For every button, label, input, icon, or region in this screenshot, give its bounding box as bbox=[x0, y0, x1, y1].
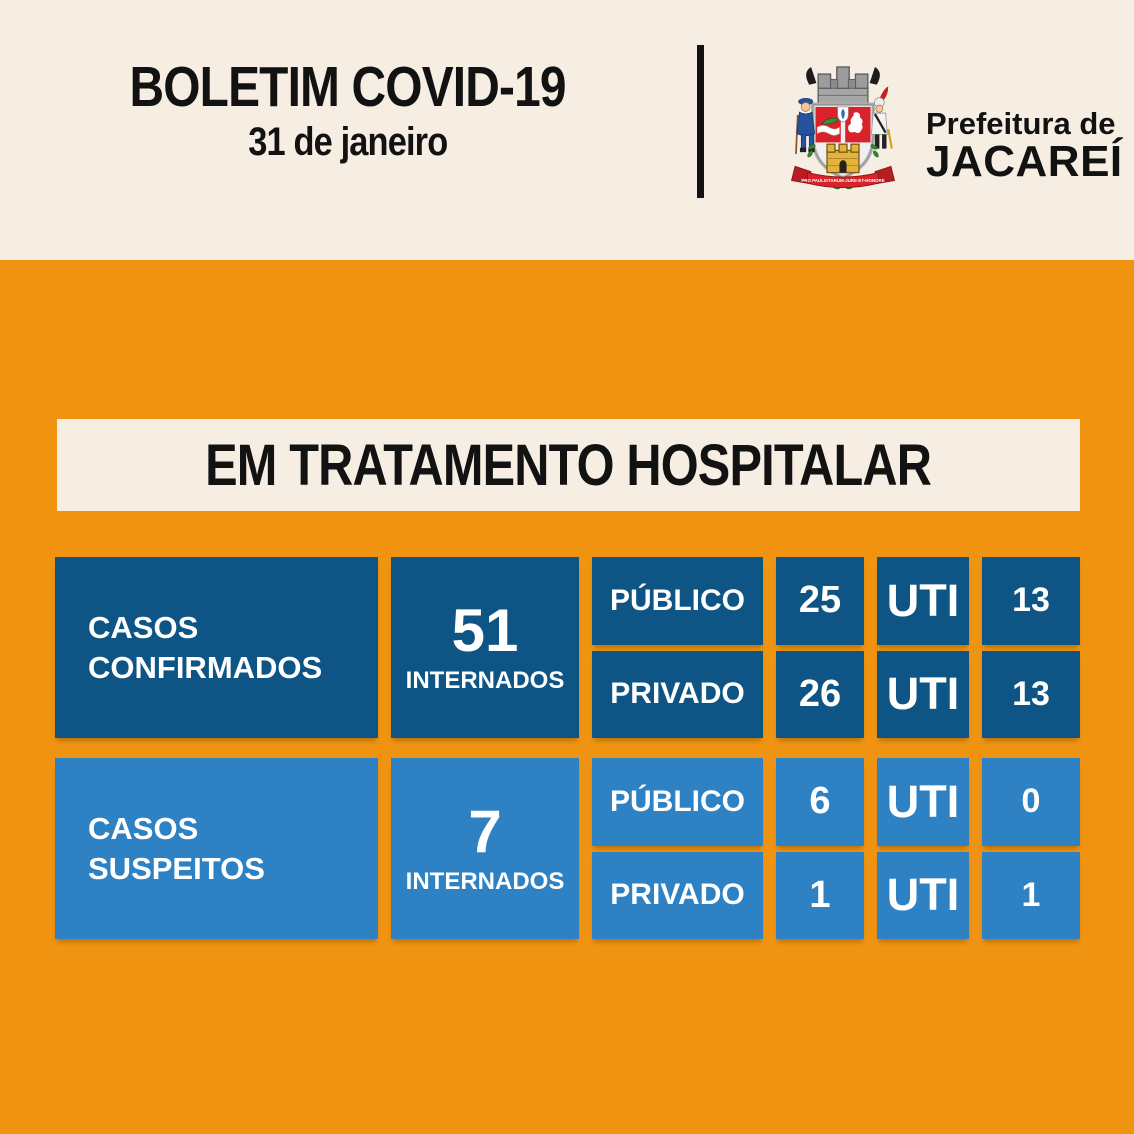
header-divider bbox=[697, 45, 704, 198]
suspeitos-total-box: 7 INTERNADOS bbox=[391, 758, 579, 939]
header-band: BOLETIM COVID-19 31 de janeiro bbox=[0, 0, 1134, 260]
suspeitos-label-line1: CASOS bbox=[88, 810, 199, 846]
row-casos-suspeitos: CASOS SUSPEITOS 7 INTERNADOS PÚBLICO 6 U… bbox=[55, 758, 1080, 939]
confirmados-privado-label: PRIVADO bbox=[592, 650, 763, 738]
bulletin-title-block: BOLETIM COVID-19 31 de janeiro bbox=[60, 55, 635, 165]
confirmados-publico-label: PÚBLICO bbox=[592, 557, 763, 645]
confirmados-privado-uti-label: UTI bbox=[877, 650, 969, 738]
suspeitos-privado-value: 1 bbox=[776, 851, 864, 939]
bulletin-date: 31 de janeiro bbox=[247, 119, 448, 164]
org-name: Prefeitura de JACAREÍ bbox=[926, 108, 1123, 184]
suspeitos-subgrid: PÚBLICO 6 UTI 0 PRIVADO 1 UTI 1 bbox=[592, 758, 1080, 939]
suspeitos-publico-uti-value: 0 bbox=[982, 758, 1080, 846]
crest-left-supporter bbox=[795, 98, 816, 154]
crest-mural-crown bbox=[806, 66, 880, 105]
suspeitos-publico-value: 6 bbox=[776, 758, 864, 846]
crest-ribbon: PRO PAULISTARUM-JURE-ET-HONORE bbox=[790, 165, 896, 189]
confirmados-privado-value: 26 bbox=[776, 650, 864, 738]
section-banner: EM TRATAMENTO HOSPITALAR bbox=[57, 419, 1080, 511]
suspeitos-privado-uti-label: UTI bbox=[877, 851, 969, 939]
confirmados-label-box: CASOS CONFIRMADOS bbox=[55, 557, 378, 738]
prefeitura-logo: PRO PAULISTARUM-JURE-ET-HONORE Prefeitur… bbox=[772, 44, 1123, 200]
crest-castle bbox=[826, 143, 860, 174]
confirmados-label-line2: CONFIRMADOS bbox=[88, 649, 323, 685]
suspeitos-privado-uti-value: 1 bbox=[982, 851, 1080, 939]
stats-grid: CASOS CONFIRMADOS 51 INTERNADOS PÚBLICO … bbox=[55, 557, 1080, 939]
suspeitos-label-box: CASOS SUSPEITOS bbox=[55, 758, 378, 939]
suspeitos-label-line2: SUSPEITOS bbox=[88, 850, 265, 886]
confirmados-privado-uti-value: 13 bbox=[982, 650, 1080, 738]
org-name-line1: Prefeitura de bbox=[926, 106, 1116, 141]
jacarei-coat-of-arms-icon: PRO PAULISTARUM-JURE-ET-HONORE bbox=[790, 66, 896, 190]
org-name-line2: JACAREÍ bbox=[926, 136, 1123, 186]
row-casos-confirmados: CASOS CONFIRMADOS 51 INTERNADOS PÚBLICO … bbox=[55, 557, 1080, 738]
suspeitos-publico-label: PÚBLICO bbox=[592, 758, 763, 846]
crest-right-supporter bbox=[870, 86, 893, 149]
confirmados-publico-value: 25 bbox=[776, 557, 864, 645]
suspeitos-privado-label: PRIVADO bbox=[592, 851, 763, 939]
confirmados-label-line1: CASOS bbox=[88, 609, 199, 645]
confirmados-publico-uti-label: UTI bbox=[877, 557, 969, 645]
suspeitos-total-label: INTERNADOS bbox=[405, 867, 565, 895]
confirmados-total-value: 51 bbox=[451, 596, 519, 664]
crest-shield bbox=[811, 102, 875, 180]
crest-motto: PRO PAULISTARUM-JURE-ET-HONORE bbox=[801, 178, 884, 183]
confirmados-publico-uti-value: 13 bbox=[982, 557, 1080, 645]
confirmados-total-box: 51 INTERNADOS bbox=[391, 557, 579, 738]
confirmados-total-label: INTERNADOS bbox=[405, 666, 565, 694]
suspeitos-publico-uti-label: UTI bbox=[877, 758, 969, 846]
confirmados-subgrid: PÚBLICO 25 UTI 13 PRIVADO 26 UTI 13 bbox=[592, 557, 1080, 738]
section-title: EM TRATAMENTO HOSPITALAR bbox=[205, 432, 933, 498]
suspeitos-total-value: 7 bbox=[468, 797, 502, 865]
bulletin-title: BOLETIM COVID-19 bbox=[129, 55, 566, 119]
